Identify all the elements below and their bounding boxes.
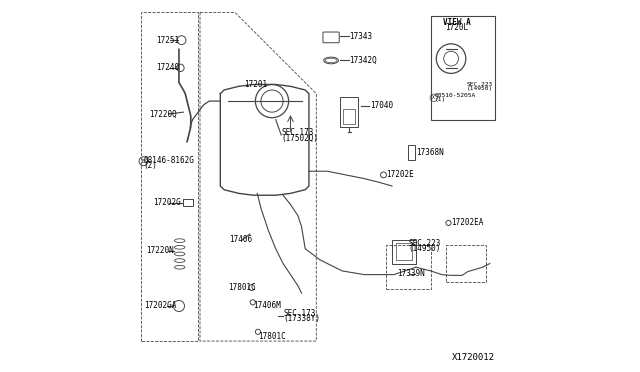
Bar	[445, 245, 486, 282]
Text: 17251: 17251	[156, 36, 179, 45]
Text: SEC.173: SEC.173	[281, 128, 314, 137]
Text: (14950): (14950)	[408, 244, 441, 253]
Bar	[340, 97, 358, 127]
Bar	[387, 245, 431, 289]
Text: 1720L: 1720L	[445, 23, 468, 32]
Text: (2): (2)	[143, 161, 157, 170]
Text: 17202GA: 17202GA	[145, 301, 177, 311]
Bar	[431, 16, 495, 119]
Bar	[396, 243, 412, 260]
Text: 17368N: 17368N	[416, 148, 444, 157]
Text: 17342Q: 17342Q	[349, 56, 378, 65]
Text: B: B	[142, 159, 145, 164]
Text: SEC.223: SEC.223	[467, 82, 493, 87]
Text: VIEW A: VIEW A	[443, 18, 470, 27]
Bar	[408, 145, 415, 160]
Text: (1): (1)	[435, 97, 445, 102]
Text: (17502Q): (17502Q)	[281, 134, 318, 142]
Text: 17202G: 17202G	[153, 198, 181, 207]
Text: SEC.223: SEC.223	[408, 239, 441, 248]
Text: 17343: 17343	[349, 32, 372, 41]
Text: 08510-5205A: 08510-5205A	[435, 93, 476, 98]
Bar	[392, 240, 416, 263]
Text: 17202EA: 17202EA	[451, 218, 483, 227]
Bar	[343, 109, 355, 124]
Bar	[184, 199, 193, 206]
Text: (14950): (14950)	[467, 86, 493, 92]
Text: 17339N: 17339N	[397, 269, 426, 278]
Text: 17220Q: 17220Q	[149, 109, 177, 119]
Text: 17801C: 17801C	[258, 332, 285, 341]
Text: 17801C: 17801C	[228, 283, 256, 292]
Text: X: X	[432, 95, 435, 100]
Text: 17240: 17240	[156, 63, 179, 72]
Text: 17201: 17201	[244, 80, 268, 89]
Text: (17338Y): (17338Y)	[283, 314, 320, 323]
Text: 17406M: 17406M	[253, 301, 280, 311]
Text: 17202E: 17202E	[387, 170, 414, 179]
Text: 17406: 17406	[230, 235, 253, 244]
Text: 17220N: 17220N	[147, 246, 174, 255]
Text: X1720012: X1720012	[452, 353, 495, 362]
Text: 08146-8162G: 08146-8162G	[143, 155, 195, 165]
Text: 17040: 17040	[370, 101, 393, 110]
Text: SEC.173: SEC.173	[283, 309, 316, 318]
